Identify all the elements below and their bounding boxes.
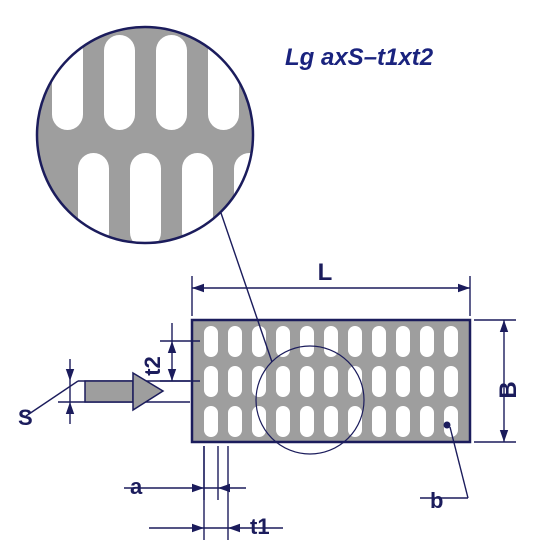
thickness-arrow-body bbox=[85, 381, 133, 402]
slot bbox=[204, 406, 218, 437]
dim-label-t1: t1 bbox=[250, 514, 270, 539]
zoom-slot bbox=[234, 153, 265, 248]
slot bbox=[204, 326, 218, 357]
slot bbox=[444, 366, 458, 397]
slot bbox=[228, 326, 242, 357]
thickness-arrow-head bbox=[133, 373, 163, 410]
dim-label-a: a bbox=[130, 474, 143, 499]
slot bbox=[396, 326, 410, 357]
slot bbox=[300, 326, 314, 357]
slot bbox=[300, 366, 314, 397]
dim-label-B: B bbox=[495, 381, 522, 398]
dim-label-L: L bbox=[318, 259, 333, 286]
slot bbox=[276, 406, 290, 437]
slot bbox=[372, 406, 386, 437]
slot bbox=[348, 326, 362, 357]
zoom-slot bbox=[104, 35, 135, 130]
zoom-slot bbox=[130, 153, 161, 248]
slot bbox=[276, 366, 290, 397]
slot bbox=[420, 366, 434, 397]
zoom-slot bbox=[156, 35, 187, 130]
slot bbox=[252, 406, 266, 437]
dim-label-b: b bbox=[430, 488, 443, 513]
zoom-detail bbox=[35, 25, 317, 248]
diagram-title: Lg axS–t1xt2 bbox=[285, 44, 434, 71]
slot bbox=[228, 366, 242, 397]
slot bbox=[396, 406, 410, 437]
slot bbox=[324, 406, 338, 437]
slot bbox=[324, 366, 338, 397]
zoom-slot bbox=[286, 153, 317, 248]
slot bbox=[276, 326, 290, 357]
dim-label-S: S bbox=[18, 405, 33, 430]
slot bbox=[228, 406, 242, 437]
slot bbox=[396, 366, 410, 397]
dim-label-t2: t2 bbox=[140, 356, 165, 376]
slot bbox=[252, 326, 266, 357]
slot bbox=[300, 406, 314, 437]
slot bbox=[444, 326, 458, 357]
slot bbox=[372, 366, 386, 397]
slot bbox=[372, 326, 386, 357]
slot bbox=[420, 326, 434, 357]
slot bbox=[204, 366, 218, 397]
slot bbox=[420, 406, 434, 437]
